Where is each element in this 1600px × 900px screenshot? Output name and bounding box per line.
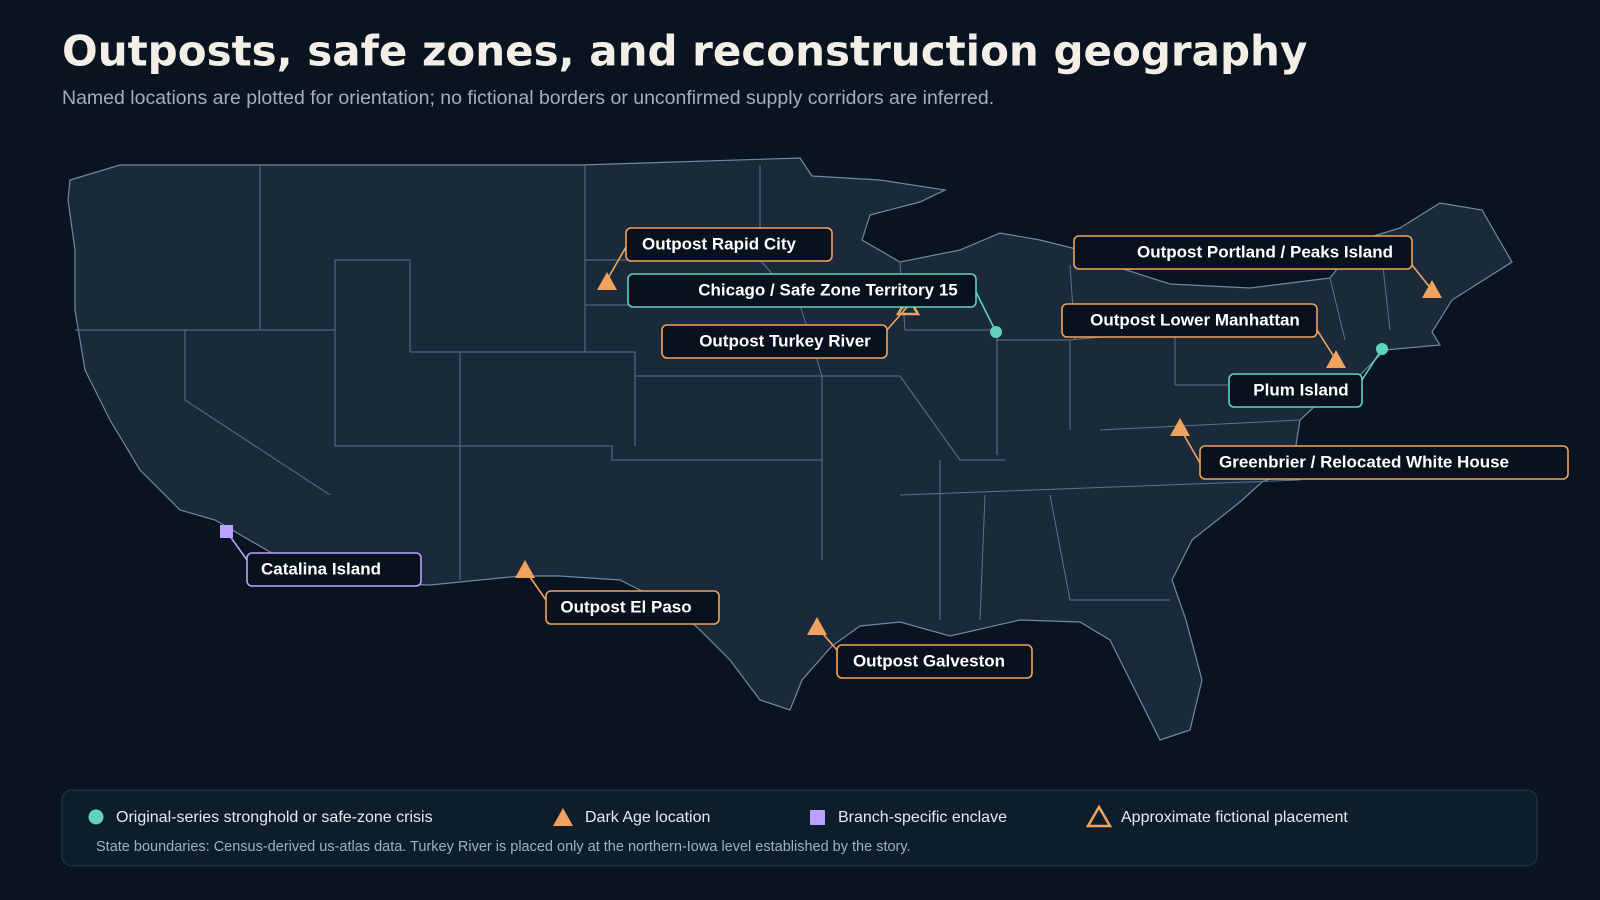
label-box — [545, 590, 720, 625]
location-label: Plum Island — [1253, 380, 1348, 399]
subtitle: Named locations are plotted for orientat… — [62, 87, 994, 109]
legend-item: Branch-specific enclave — [838, 809, 1007, 826]
leader-line — [1361, 348, 1383, 381]
legend-symbol — [553, 808, 573, 826]
marker — [1376, 343, 1388, 355]
leader-line — [1411, 264, 1433, 291]
label-box — [627, 273, 977, 308]
label-box — [625, 227, 833, 262]
legend-item: Original-series stronghold or safe-zone … — [116, 809, 433, 826]
leader-line — [975, 291, 997, 333]
labels: Outpost Rapid City Chicago / Safe Zone T… — [246, 227, 1569, 679]
label-box — [1228, 373, 1363, 408]
location-label: Outpost Turkey River — [699, 331, 871, 350]
location-label: Chicago / Safe Zone Territory 15 — [698, 280, 957, 299]
legend-symbol — [88, 809, 104, 825]
markers — [220, 272, 1442, 635]
state-lines — [75, 165, 1391, 621]
marker — [990, 326, 1002, 338]
location-label: Outpost Lower Manhattan — [1090, 310, 1300, 329]
label-box — [661, 324, 888, 359]
marker — [807, 617, 827, 635]
label-box — [246, 552, 422, 587]
label-box — [1061, 303, 1318, 338]
legend-symbol — [1085, 804, 1113, 828]
legend-box — [61, 789, 1538, 867]
legend-item: Approximate fictional placement — [1121, 809, 1348, 826]
leader-line — [606, 246, 627, 281]
location-label: Greenbrier / Relocated White House — [1219, 452, 1509, 471]
label-box — [836, 644, 1033, 679]
location-label: Catalina Island — [261, 559, 381, 578]
title: Outposts, safe zones, and reconstruction… — [62, 27, 1307, 76]
location-label: Outpost Rapid City — [642, 234, 796, 253]
legend-item: Dark Age location — [585, 809, 710, 826]
leader-line — [886, 305, 909, 331]
legend-note: State boundaries: Census-derived us-atla… — [96, 839, 911, 855]
legend: Original-series stronghold or safe-zone … — [61, 789, 1538, 867]
label-box — [1199, 445, 1569, 480]
location-label: Outpost Galveston — [853, 651, 1005, 670]
marker — [1422, 280, 1442, 298]
marker — [515, 560, 535, 578]
label-box — [1073, 235, 1413, 270]
legend-symbol — [810, 810, 825, 825]
marker — [1170, 418, 1190, 436]
marker — [220, 525, 233, 538]
marker — [597, 272, 617, 290]
location-label: Outpost El Paso — [560, 597, 691, 616]
location-label: Outpost Portland / Peaks Island — [1137, 242, 1393, 261]
leader-line — [1316, 329, 1337, 361]
marker — [1326, 350, 1346, 368]
